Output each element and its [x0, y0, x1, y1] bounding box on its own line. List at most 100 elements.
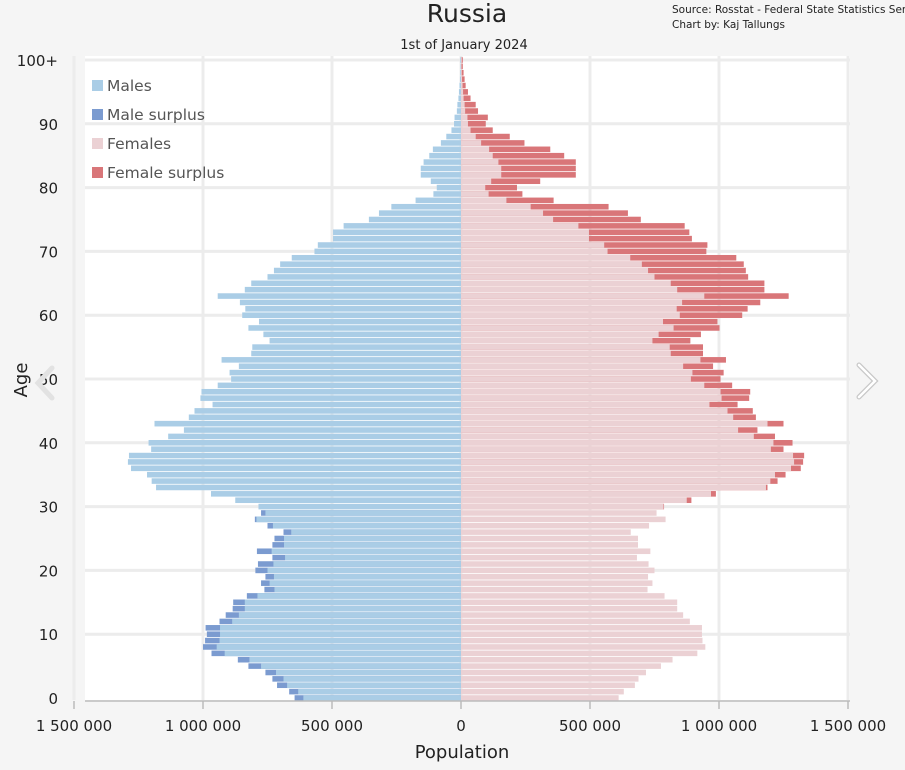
- bar-female: [461, 676, 639, 682]
- bar-female: [461, 267, 649, 274]
- bar-male: [273, 573, 461, 580]
- legend-swatch-males: [92, 80, 103, 91]
- bar-female: [461, 197, 507, 204]
- y-tick-label: 90: [39, 116, 58, 134]
- bar-male: [317, 242, 461, 248]
- bar-female: [461, 299, 683, 306]
- bar-female: [461, 152, 493, 159]
- legend-label-females: Females: [107, 135, 171, 153]
- x-tick-label: 0: [456, 717, 466, 735]
- bar-male: [131, 465, 461, 472]
- bar-male: [231, 376, 461, 382]
- bar-male: [212, 401, 461, 408]
- bar-female: [461, 446, 771, 452]
- bar-female: [461, 535, 638, 542]
- bar-male: [261, 663, 461, 669]
- bar-female: [461, 82, 463, 89]
- bar-male: [378, 210, 461, 216]
- bar-male: [257, 593, 461, 599]
- bar-female: [461, 688, 624, 695]
- bar-female-surplus: [461, 203, 609, 210]
- bar-male: [151, 446, 461, 452]
- bar-female-surplus: [461, 101, 476, 108]
- bar-female: [461, 318, 664, 325]
- bar-female: [461, 625, 702, 631]
- bar-female: [461, 344, 670, 350]
- bar-female: [461, 401, 710, 408]
- bar-female: [461, 497, 687, 504]
- bar-male: [194, 408, 461, 414]
- bar-male: [210, 491, 461, 497]
- bar-female: [461, 663, 661, 669]
- y-tick-label: 30: [39, 499, 58, 517]
- bar-female-surplus: [461, 172, 576, 178]
- bar-male: [147, 471, 461, 478]
- y-tick-label: 10: [39, 626, 58, 644]
- bar-female: [461, 567, 655, 574]
- bar-male: [245, 306, 461, 312]
- bar-male: [224, 650, 461, 657]
- bar-female: [461, 121, 468, 127]
- bar-female-surplus: [461, 121, 486, 127]
- bar-female-surplus: [461, 69, 464, 76]
- x-tick-label: 1 000 000: [681, 717, 757, 735]
- bar-male: [454, 114, 461, 121]
- bar-female: [461, 89, 464, 95]
- bar-female: [461, 337, 653, 344]
- bar-female: [461, 286, 678, 293]
- bar-female: [461, 140, 482, 146]
- bar-female: [461, 108, 466, 114]
- bar-female: [461, 605, 678, 612]
- bar-female: [461, 631, 702, 637]
- prev-button[interactable]: [34, 365, 55, 401]
- bar-female: [461, 656, 673, 663]
- bar-female-surplus: [461, 165, 576, 172]
- bar-male: [273, 561, 461, 567]
- bar-female: [461, 395, 722, 401]
- bar-male: [216, 644, 461, 650]
- bar-female: [461, 357, 701, 363]
- bar-female: [461, 63, 462, 70]
- bar-male: [256, 516, 461, 523]
- bar-female: [461, 580, 653, 586]
- bar-male: [258, 503, 461, 510]
- bar-female: [461, 210, 544, 216]
- bar-male: [251, 350, 461, 357]
- bar-female: [461, 172, 502, 178]
- bar-female: [461, 191, 489, 197]
- bar-female: [461, 76, 463, 82]
- bar-male: [229, 369, 461, 376]
- bar-female: [461, 57, 462, 63]
- bar-male: [291, 529, 461, 535]
- bar-male: [217, 293, 461, 299]
- bar-female: [461, 165, 502, 172]
- x-axis-label: Population: [415, 742, 510, 763]
- bar-male: [258, 318, 461, 325]
- bar-male: [423, 159, 461, 165]
- chevron-left-icon[interactable]: [34, 365, 55, 401]
- bar-female: [461, 216, 554, 223]
- bar-female: [461, 612, 684, 618]
- bar-female-surplus: [461, 184, 517, 191]
- bar-male: [457, 101, 461, 108]
- bar-female-surplus: [461, 76, 465, 82]
- bar-female: [461, 133, 476, 140]
- bar-female: [461, 516, 666, 523]
- bar-male: [151, 478, 461, 484]
- next-button[interactable]: [856, 362, 879, 400]
- bar-male: [251, 280, 461, 287]
- bar-female: [461, 618, 690, 625]
- bar-male: [271, 548, 461, 555]
- bar-female: [461, 529, 631, 535]
- bar-male: [267, 274, 461, 280]
- legend-label-male-surplus: Male surplus: [107, 106, 205, 124]
- bar-male: [273, 267, 461, 274]
- bar-male: [272, 522, 461, 529]
- bar-female: [461, 312, 680, 318]
- bar-female: [461, 325, 674, 331]
- bar-female-surplus: [461, 159, 576, 165]
- bar-male: [343, 223, 461, 229]
- bar-male: [458, 95, 461, 102]
- y-tick-label: 0: [48, 690, 58, 708]
